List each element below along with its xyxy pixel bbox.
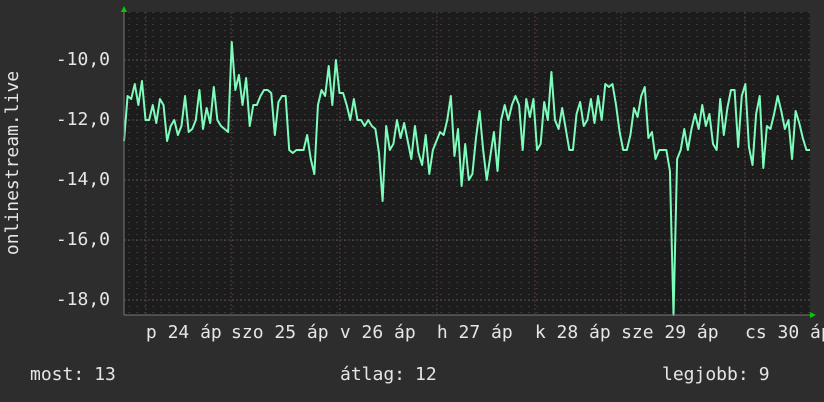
y-tick-label: -16,0 xyxy=(56,229,110,250)
stat-label: legjobb: xyxy=(662,364,749,385)
x-axis-arrow xyxy=(810,312,816,318)
x-tick-label: szo 25 áp xyxy=(231,322,329,343)
stat-value: 9 xyxy=(759,364,770,385)
x-tick-label: h 27 áp xyxy=(437,322,513,343)
y-axis-arrow xyxy=(121,6,127,12)
grid xyxy=(124,12,810,315)
x-tick-label: k 28 áp xyxy=(535,322,611,343)
x-tick-label: v 26 áp xyxy=(340,322,416,343)
stat-label: most: xyxy=(30,364,84,385)
stat: legjobb: 9 xyxy=(662,364,770,385)
plot xyxy=(123,41,810,316)
x-tick-label: p 24 áp xyxy=(146,322,222,343)
stat-value: 13 xyxy=(94,364,116,385)
y-tick-label: -18,0 xyxy=(56,289,110,310)
x-tick-label: cs 30 áp xyxy=(745,322,824,343)
y-tick-label: -12,0 xyxy=(56,109,110,130)
x-tick-label: sze 29 áp xyxy=(621,322,719,343)
data-line xyxy=(123,41,810,316)
stat: átlag: 12 xyxy=(340,364,437,385)
stat-label: átlag: xyxy=(340,364,405,385)
y-tick-label: -10,0 xyxy=(56,49,110,70)
y-tick-label: -14,0 xyxy=(56,169,110,190)
y-axis-title: onlinestream.live xyxy=(2,71,23,255)
stat-value: 12 xyxy=(415,364,437,385)
labels: -10,0 -12,0 -14,0 -16,0 -18,0 p 24 áp szo 25 á… xyxy=(30,49,824,385)
stat: most: 13 xyxy=(30,364,116,385)
